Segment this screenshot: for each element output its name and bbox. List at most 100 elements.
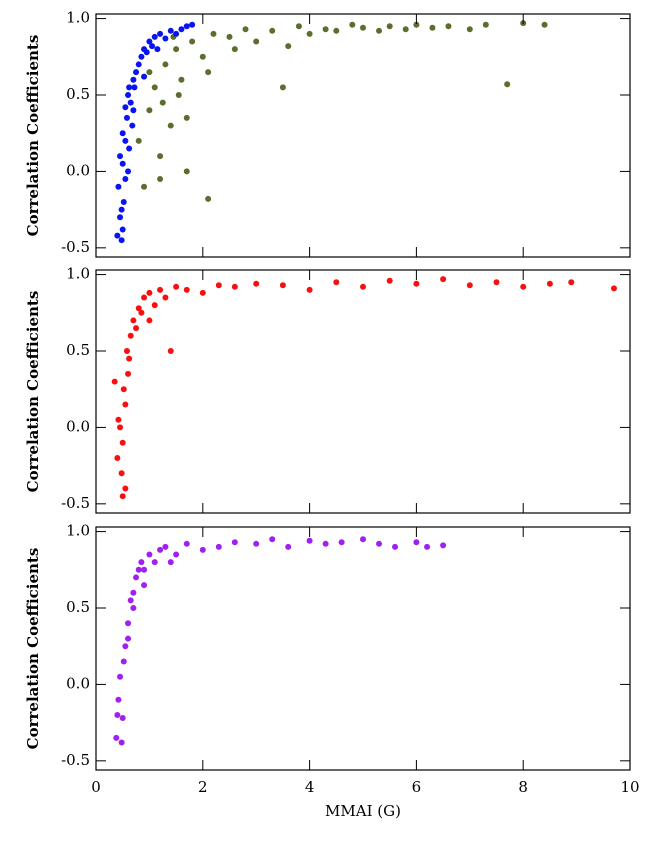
y-tick-label: -0.5 (61, 751, 90, 769)
y-tick-label: 0.0 (66, 417, 90, 435)
point (146, 38, 153, 45)
point (157, 30, 164, 37)
point (210, 30, 217, 37)
point (376, 27, 383, 34)
plot-frame (95, 13, 631, 258)
point (126, 145, 133, 152)
point (386, 23, 393, 30)
point (151, 33, 158, 40)
point (333, 27, 340, 34)
point (146, 289, 153, 296)
point (253, 280, 260, 287)
point (178, 76, 185, 83)
point (183, 23, 190, 30)
point (125, 620, 132, 627)
y-tick-label: 1.0 (66, 522, 90, 540)
point (482, 21, 489, 28)
x-tick-label: 8 (518, 778, 528, 796)
point (119, 493, 126, 500)
point (376, 540, 383, 547)
point (118, 237, 125, 244)
point (189, 38, 196, 45)
point (231, 46, 238, 53)
point (306, 286, 313, 293)
point (231, 539, 238, 546)
point (205, 195, 212, 202)
y-tick-label: 0.5 (66, 598, 90, 616)
point (269, 27, 276, 34)
y-tick-label: 1.0 (66, 9, 90, 27)
point (429, 24, 436, 31)
point (129, 122, 136, 129)
point (402, 26, 409, 33)
point (141, 294, 148, 301)
point (154, 46, 161, 53)
point (119, 715, 126, 722)
point (226, 33, 233, 40)
point (113, 734, 120, 741)
point (306, 30, 313, 37)
point (424, 543, 431, 550)
point (189, 21, 196, 28)
point (146, 69, 153, 76)
point (135, 137, 142, 144)
point (130, 589, 137, 596)
point (130, 605, 137, 611)
point (117, 153, 124, 160)
point (546, 280, 553, 287)
point (541, 21, 548, 28)
point (285, 43, 292, 50)
point (322, 26, 329, 33)
y-tick-label: 0.0 (66, 674, 90, 692)
point (610, 285, 617, 292)
point (120, 386, 127, 393)
point (130, 317, 137, 324)
point (114, 711, 121, 718)
point (306, 537, 313, 544)
point (215, 282, 222, 289)
point (131, 84, 138, 91)
point (199, 289, 206, 296)
point (493, 279, 500, 286)
point (135, 566, 142, 573)
plot-frame (95, 269, 631, 514)
point (122, 104, 129, 111)
point (413, 539, 420, 546)
point (122, 137, 129, 144)
point (157, 286, 164, 293)
point (178, 26, 185, 33)
point (127, 99, 134, 106)
point (141, 582, 148, 589)
point (199, 53, 206, 60)
point (119, 130, 126, 137)
point (466, 26, 473, 33)
point (126, 355, 133, 362)
point (360, 536, 366, 543)
point (138, 53, 145, 60)
point (123, 348, 130, 354)
point (117, 214, 124, 221)
point (157, 153, 164, 160)
point (338, 539, 345, 546)
point (143, 49, 150, 56)
point (133, 69, 140, 76)
point (413, 21, 420, 28)
point (133, 325, 140, 332)
point (125, 370, 132, 377)
x-tick-label: 4 (305, 778, 315, 796)
point (141, 183, 148, 190)
point (146, 107, 153, 114)
point (127, 332, 134, 339)
y-axis-label: Correlation Coefficients (24, 291, 42, 493)
point (413, 280, 420, 287)
point (440, 542, 447, 549)
point (285, 543, 292, 550)
point (133, 574, 140, 581)
y-tick-label: -0.5 (61, 494, 90, 512)
point (151, 84, 158, 91)
point (183, 286, 190, 293)
point (162, 294, 169, 301)
point (445, 23, 452, 30)
point (157, 176, 164, 183)
